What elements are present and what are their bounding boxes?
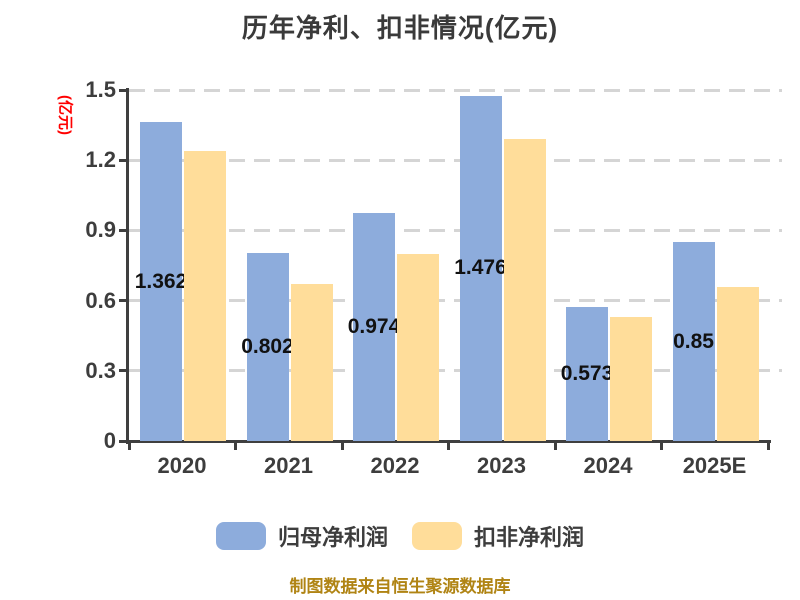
- y-tick-label-0: 0: [103, 428, 116, 453]
- x-tick-label-2021: 2021: [264, 453, 313, 478]
- bar-扣非净利润-2021: [290, 284, 333, 441]
- y-tick-0.9: [119, 228, 129, 232]
- bar-扣非净利润-2024: [610, 316, 652, 441]
- bar-扣非净利润-2022: [397, 253, 439, 441]
- x-tick-2022: [447, 441, 450, 450]
- bar-label-2024: 0.573: [560, 361, 614, 385]
- legend-label: 归母净利润: [277, 525, 388, 550]
- bar-扣非净利润-2023: [503, 139, 546, 441]
- bar-label-2021: 0.802: [241, 335, 294, 359]
- bar-归母净利润-2023: [459, 95, 502, 441]
- x-tick-2023: [553, 441, 557, 450]
- bar-归母净利润-2020: [140, 122, 182, 441]
- bar-扣非净利润-2025E: [716, 286, 759, 441]
- gridline-0.6: [129, 299, 782, 303]
- y-tick-label-1.2: 1.2: [85, 147, 116, 173]
- bar-label-2023: 1.476: [454, 256, 507, 280]
- y-tick-1.2: [119, 158, 129, 162]
- y-tick-label-1.5: 1.5: [85, 77, 116, 102]
- bar-扣非净利润-2020: [184, 150, 226, 441]
- y-tick-0: [119, 439, 129, 443]
- x-tick-label-2024: 2024: [583, 453, 633, 478]
- y-tick-0.3: [119, 369, 129, 373]
- chart-title: 历年净利、扣非情况(亿元): [241, 13, 559, 43]
- legend-swatch-yellow: [412, 522, 462, 550]
- x-tick-label-2025E: 2025E: [682, 453, 747, 478]
- legend-swatch-blue: [215, 522, 266, 550]
- y-axis-unit-label: (亿元): [56, 95, 74, 135]
- x-tick-2020: [234, 441, 237, 450]
- y-tick-1.5: [119, 88, 129, 92]
- bar-归母净利润-2021: [246, 253, 289, 441]
- bar-归母净利润-2024: [566, 306, 608, 441]
- x-tick-2021: [340, 441, 344, 450]
- legend-label: 扣非净利润: [474, 525, 585, 550]
- x-tick-2024: [660, 441, 663, 450]
- y-tick-label-0.3: 0.3: [85, 357, 116, 383]
- gridline-0.3: [129, 369, 782, 373]
- bar-归母净利润-2022: [353, 213, 395, 441]
- bar-label-2022: 0.974: [347, 315, 401, 339]
- bar-归母净利润-2025E: [672, 242, 715, 441]
- gridline-1.2: [129, 158, 782, 162]
- data-source-footer: 制图数据来自恒生聚源数据库: [289, 577, 511, 596]
- legend: 归母净利润 扣非净利润: [0, 520, 800, 552]
- legend-item-归母净利润: 归母净利润: [215, 520, 388, 552]
- x-tick-label-2022: 2022: [370, 453, 420, 478]
- gridline-0.9: [129, 228, 782, 232]
- x-tick-2025E: [766, 441, 770, 450]
- y-axis-line: [126, 88, 129, 444]
- x-tick-label-2020: 2020: [157, 453, 207, 478]
- y-tick-0.6: [119, 299, 129, 303]
- bar-label-2025E: 0.85: [673, 329, 714, 353]
- gridline-1.5: [129, 88, 782, 92]
- bar-label-2020: 1.362: [134, 269, 188, 293]
- legend-item-扣非净利润: 扣非净利润: [412, 520, 584, 552]
- x-tick-start: [127, 441, 131, 450]
- x-tick-label-2023: 2023: [477, 453, 526, 478]
- y-tick-label-0.6: 0.6: [85, 287, 116, 313]
- y-tick-label-0.9: 0.9: [85, 217, 116, 243]
